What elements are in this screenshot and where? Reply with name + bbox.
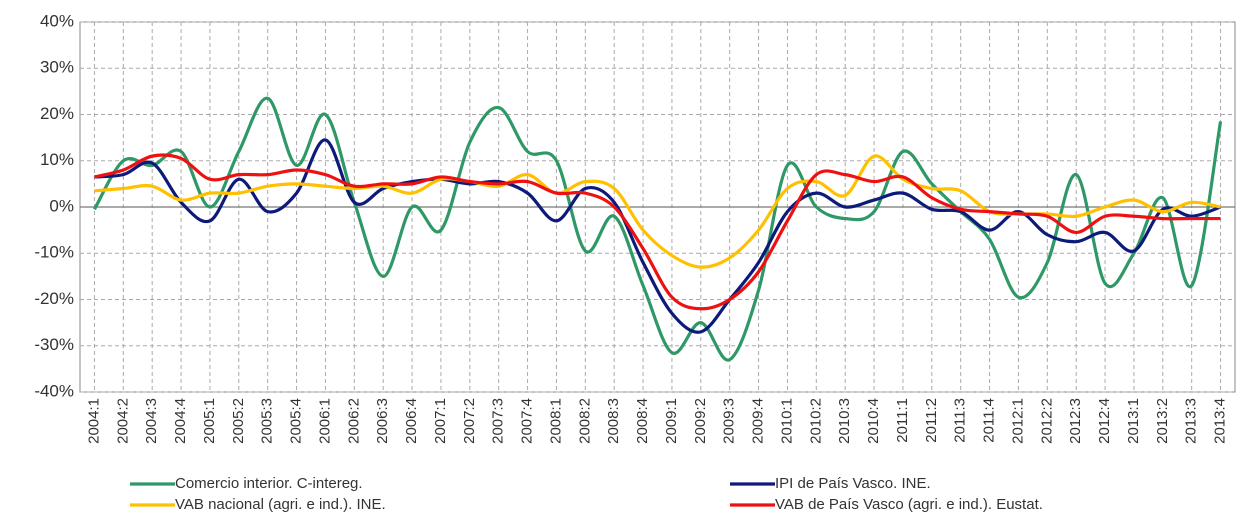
x-tick-label: 2012:3 bbox=[1067, 398, 1084, 444]
x-tick-label: 2010:3 bbox=[836, 398, 853, 444]
x-tick-label: 2008:3 bbox=[605, 398, 622, 444]
series-line bbox=[93, 96, 1223, 362]
x-tick-label: 2008:2 bbox=[576, 398, 593, 444]
x-tick-label: 2005:2 bbox=[230, 398, 247, 444]
x-tick-label: 2011:4 bbox=[981, 398, 998, 443]
x-tick-label: 2004:4 bbox=[172, 398, 189, 444]
x-tick-label: 2012:2 bbox=[1038, 398, 1055, 444]
x-tick-label: 2007:3 bbox=[490, 398, 507, 444]
x-tick-label: 2007:4 bbox=[519, 398, 536, 444]
x-tick-label: 2011:2 bbox=[923, 398, 940, 443]
x-tick-label: 2012:1 bbox=[1009, 398, 1026, 444]
series-line bbox=[94, 138, 1222, 334]
x-tick-label: 2005:3 bbox=[259, 398, 276, 444]
x-tick-label: 2009:2 bbox=[692, 398, 709, 444]
x-tick-label: 2009:1 bbox=[663, 398, 680, 444]
series-line bbox=[94, 153, 1221, 311]
legend-label: VAB nacional (agri. e ind.). INE. bbox=[175, 496, 386, 513]
y-tick-label: 0% bbox=[49, 196, 74, 215]
x-tick-label: 2009:4 bbox=[750, 398, 767, 444]
y-tick-label: -20% bbox=[34, 289, 74, 308]
x-tick-label: 2009:3 bbox=[721, 398, 738, 444]
y-tick-label: 40% bbox=[40, 11, 74, 30]
x-tick-label: 2007:2 bbox=[461, 398, 478, 444]
y-tick-label: 10% bbox=[40, 150, 74, 169]
y-tick-label: -40% bbox=[34, 381, 74, 400]
x-tick-label: 2008:1 bbox=[547, 398, 564, 444]
x-tick-label: 2010:4 bbox=[865, 398, 882, 444]
x-tick-label: 2013:2 bbox=[1154, 398, 1171, 444]
x-tick-label: 2010:1 bbox=[778, 398, 795, 444]
legend-label: IPI de País Vasco. INE. bbox=[775, 475, 931, 492]
x-tick-label: 2011:3 bbox=[952, 398, 969, 443]
x-tick-label: 2008:4 bbox=[634, 398, 651, 444]
x-tick-label: 2007:1 bbox=[432, 398, 449, 444]
y-tick-label: -10% bbox=[34, 243, 74, 262]
legend-label: VAB de País Vasco (agri. e ind.). Eustat… bbox=[775, 496, 1043, 513]
x-tick-label: 2004:1 bbox=[85, 398, 102, 444]
x-tick-label: 2005:1 bbox=[201, 398, 218, 444]
y-tick-label: -30% bbox=[34, 335, 74, 354]
y-tick-label: 20% bbox=[40, 104, 74, 123]
x-tick-label: 2013:1 bbox=[1125, 398, 1142, 444]
x-tick-label: 2010:2 bbox=[807, 398, 824, 444]
x-tick-label: 2006:1 bbox=[316, 398, 333, 444]
legend-label: Comercio interior. C-intereg. bbox=[175, 475, 363, 492]
x-tick-label: 2012:4 bbox=[1096, 398, 1113, 444]
x-tick-label: 2005:4 bbox=[288, 398, 305, 444]
x-tick-label: 2006:4 bbox=[403, 398, 420, 444]
x-tick-label: 2013:3 bbox=[1183, 398, 1200, 444]
x-tick-label: 2006:3 bbox=[374, 398, 391, 444]
x-tick-label: 2011:1 bbox=[894, 398, 911, 443]
x-tick-label: 2013:4 bbox=[1212, 398, 1229, 444]
x-tick-label: 2006:2 bbox=[345, 398, 362, 444]
x-tick-label: 2004:2 bbox=[114, 398, 131, 444]
y-tick-label: 30% bbox=[40, 58, 74, 77]
x-tick-label: 2004:3 bbox=[143, 398, 160, 444]
